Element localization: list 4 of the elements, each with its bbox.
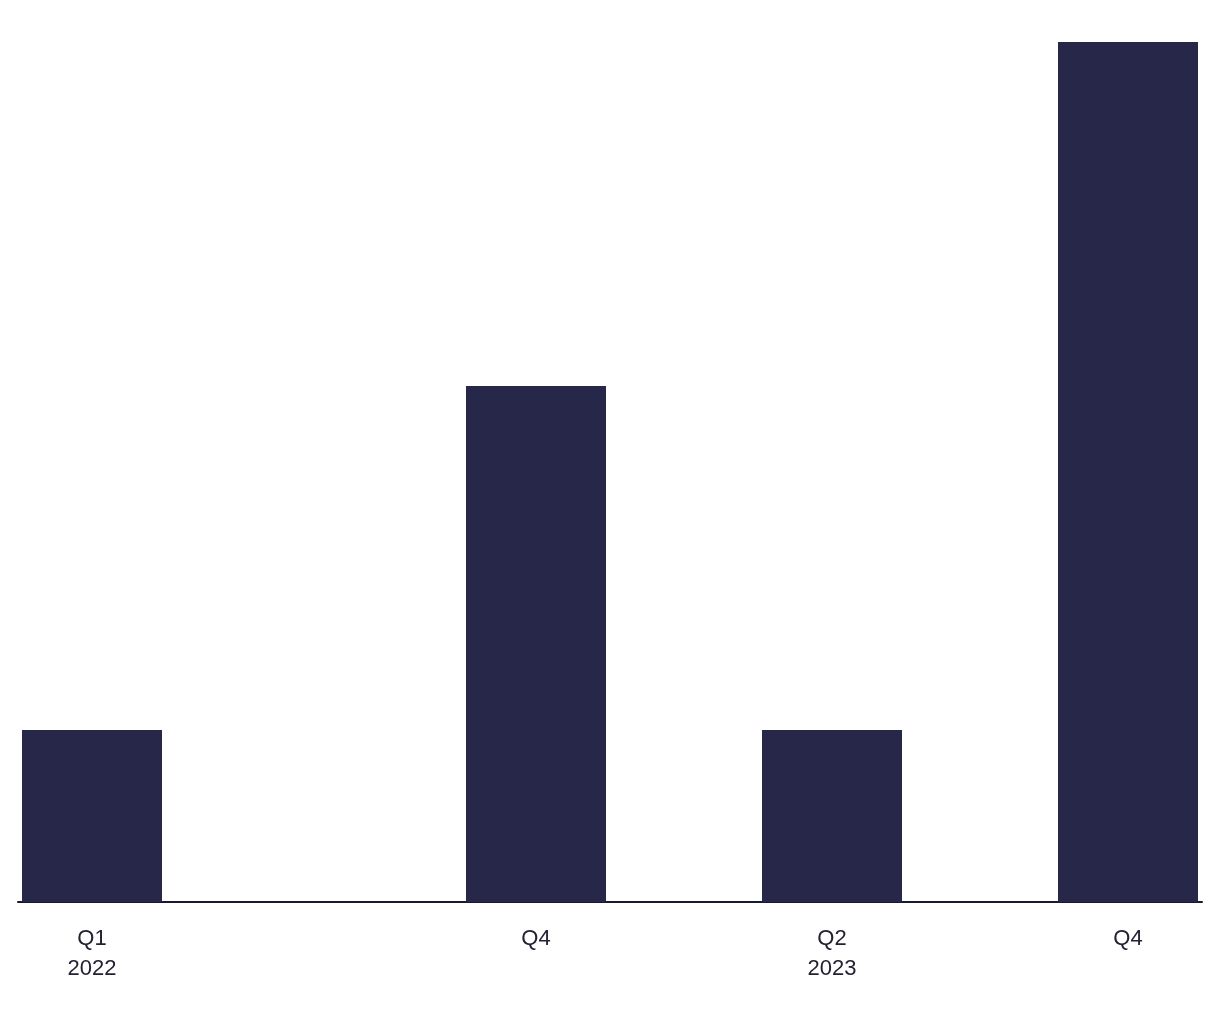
x-tick-label: Q4 [1113,924,1143,950]
x-tick-label: Q4 [521,924,551,950]
x-tick-label: Q1 2022 [67,924,117,980]
x-tick-label: Q2 2023 [807,924,857,980]
